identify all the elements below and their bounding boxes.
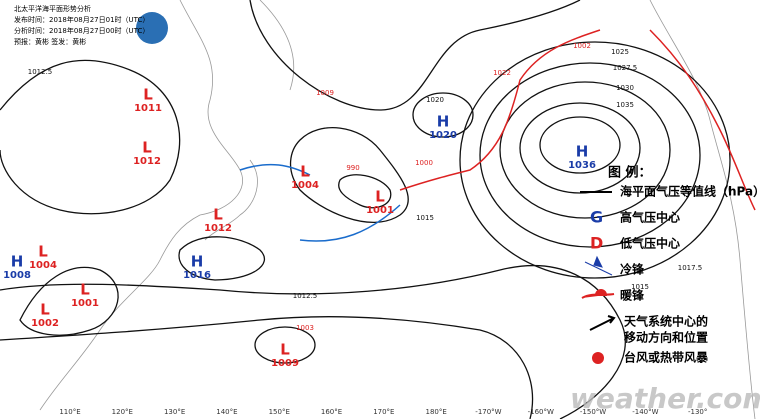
isobar-label: 1017.5 <box>678 264 703 272</box>
legend-item: 移动方向和位置 <box>624 330 708 345</box>
legend-title: 图 例： <box>608 165 652 181</box>
legend-item: 冷锋 <box>620 262 645 277</box>
longitude-label: -160°W <box>528 408 554 416</box>
longitude-label: 150°E <box>269 408 290 416</box>
pressure-centers: L1011L1012L1004H1008L1001L1002L1012H1016… <box>3 86 596 370</box>
center-value: 1004 <box>291 180 319 191</box>
isobar-label: 1035 <box>616 101 634 109</box>
high-symbol: G <box>590 208 603 227</box>
center-value: 1008 <box>3 270 31 281</box>
center-kind: H <box>576 143 589 161</box>
analysis-time: 分析时间：2018年08月27日00时（UTC） <box>14 26 149 35</box>
legend-item: 暖锋 <box>620 288 645 303</box>
center-value: 1004 <box>29 260 57 271</box>
small-label: 1002 <box>573 42 591 50</box>
longitude-label: -140°W <box>632 408 658 416</box>
center-kind: L <box>40 301 50 319</box>
center-kind: H <box>437 113 450 131</box>
isobars <box>0 0 731 419</box>
header: 北太平洋海平面形势分析 发布时间：2018年08月27日01时（UTC） 分析时… <box>14 4 168 46</box>
fronts <box>239 29 756 242</box>
center-value: 1011 <box>134 103 162 114</box>
center-kind: L <box>375 188 385 206</box>
legend-item: 天气系统中心的 <box>624 314 708 329</box>
center-value: 1012 <box>204 223 232 234</box>
longitude-label: 110°E <box>59 408 80 416</box>
center-value: 1001 <box>71 298 99 309</box>
coastlines <box>39 0 756 419</box>
small-label: 1009 <box>316 89 334 97</box>
center-kind: L <box>213 206 223 224</box>
small-label: 1003 <box>296 324 314 332</box>
low-symbol: D <box>590 234 603 253</box>
longitude-label: -130° <box>688 408 707 416</box>
center-value: 1001 <box>366 205 394 216</box>
longitude-label: -170°W <box>475 408 501 416</box>
small-label: 990 <box>346 164 359 172</box>
legend: 图 例： G D 海平面气压等值线（hPa） 高气压中心低气压中心冷锋暖锋天气系统… <box>580 165 760 365</box>
isobar-label: 1027.5 <box>613 64 638 72</box>
center-kind: L <box>80 281 90 299</box>
center-value: 1020 <box>429 130 457 141</box>
logo <box>136 12 168 44</box>
center-kind: L <box>143 86 153 104</box>
center-value: 1016 <box>183 270 211 281</box>
small-label: 1000 <box>415 159 433 167</box>
center-kind: L <box>280 341 290 359</box>
isobar-label: 1015 <box>416 214 434 222</box>
legend-item: 低气压中心 <box>619 236 680 251</box>
center-value: 1009 <box>271 358 299 369</box>
longitude-label: 180°E <box>426 408 447 416</box>
isobar-label: 1025 <box>611 48 629 56</box>
cold-front-symbol <box>584 255 613 276</box>
longitude-label: 170°E <box>373 408 394 416</box>
isobar-label: 1012.5 <box>293 292 318 300</box>
longitude-labels: 110°E 120°E 130°E 140°E 150°E 160°E 170°E 180°E… <box>59 408 707 416</box>
center-value: 1002 <box>31 318 59 329</box>
center-kind: L <box>38 243 48 261</box>
longitude-label: 130°E <box>164 408 185 416</box>
center-kind: L <box>300 163 310 181</box>
title: 北太平洋海平面形势分析 <box>14 4 91 13</box>
small-label: 1022 <box>493 69 511 77</box>
typhoon-symbol <box>592 352 604 364</box>
center-value: 1012 <box>133 156 161 167</box>
isobar-label: 1012.5 <box>28 68 53 76</box>
staff: 预报：黄彬 签发：黄彬 <box>14 37 86 46</box>
longitude-label: 140°E <box>216 408 237 416</box>
isobar-label: 1020 <box>426 96 444 104</box>
longitude-label: 160°E <box>321 408 342 416</box>
longitude-label: -150°W <box>580 408 606 416</box>
legend-item: 海平面气压等值线（hPa） <box>620 184 760 199</box>
warm-front-symbol <box>581 289 615 299</box>
isobar-label: 1015 <box>631 283 649 291</box>
center-kind: L <box>142 139 152 157</box>
issued-time: 发布时间：2018年08月27日01时（UTC） <box>14 15 149 24</box>
move-arrow <box>589 315 616 331</box>
watermark: weather.com.cn <box>570 382 760 415</box>
legend-item: 高气压中心 <box>620 210 680 225</box>
center-value: 1036 <box>568 160 596 171</box>
center-kind: H <box>11 253 24 271</box>
longitude-label: 120°E <box>112 408 133 416</box>
isobar-label: 1030 <box>616 84 634 92</box>
isobar-labels: 1012.5 1015 1020 1025 1027.5 1030 1035 1017.5 10… <box>28 42 703 332</box>
center-kind: H <box>191 253 204 271</box>
legend-item: 台风或热带风暴 <box>624 350 709 365</box>
